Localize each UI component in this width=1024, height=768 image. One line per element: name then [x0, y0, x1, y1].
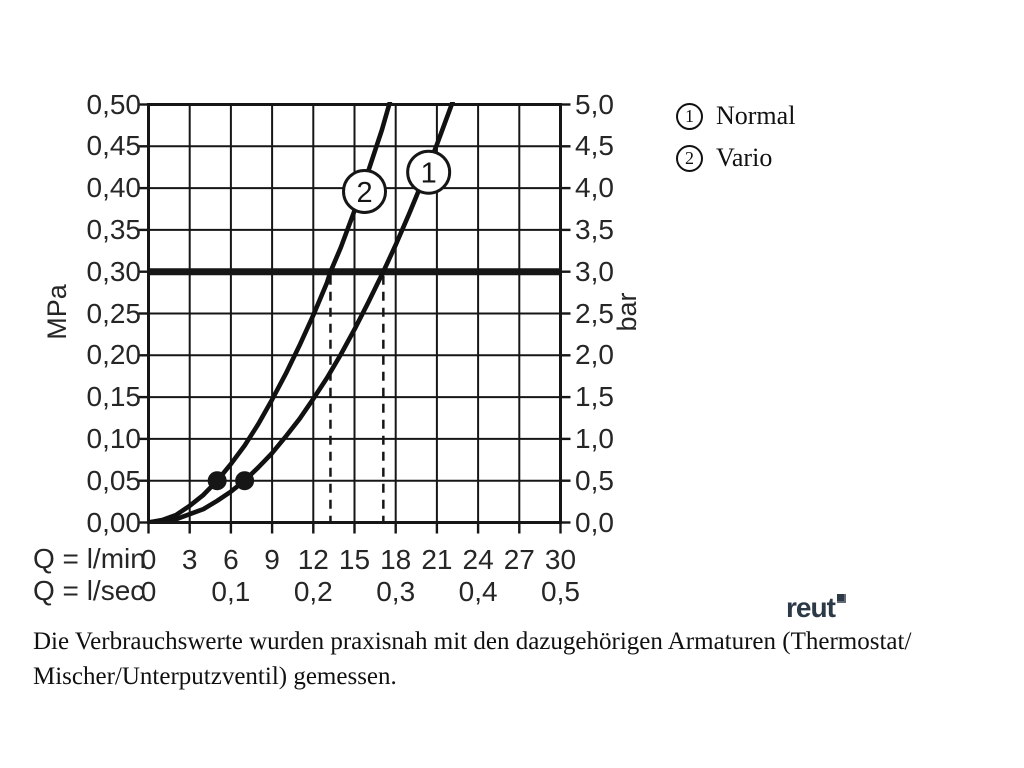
x-axis-secondary-name: Q = l/sec	[33, 575, 145, 606]
y-right-tick-label: 0,0	[575, 506, 614, 538]
curve-normal	[148, 102, 456, 523]
x-tick-label-lsec: 0,5	[541, 576, 580, 607]
y-left-tick-label: 0,25	[86, 297, 142, 329]
y-left-tick-label: 0,05	[86, 464, 142, 496]
x-tick-label-lmin: 9	[264, 544, 280, 575]
x-tick-label-lsec: 0,2	[293, 576, 333, 607]
y-right-tick-label: 0,5	[575, 464, 614, 496]
chart-legend: 1 Normal 2 Vario	[676, 101, 795, 185]
y-axis-left-title: MPa	[41, 284, 72, 340]
curve-label-number-1: 1	[421, 158, 437, 190]
y-left-tick-label: 0,45	[86, 130, 142, 162]
y-left-tick-label: 0,50	[86, 88, 142, 120]
y-right-tick-label: 3,5	[575, 213, 614, 245]
y-right-tick-label: 4,5	[575, 130, 614, 162]
y-axis-right-title: bar	[611, 292, 642, 332]
caption: Die Verbrauchswerte wurden praxisnah mit…	[33, 624, 963, 694]
x-tick-label-lmin: 24	[462, 544, 494, 575]
y-right-tick-label: 3,0	[575, 255, 614, 287]
x-tick-label-lsec: 0,4	[458, 576, 498, 607]
x-tick-label-lsec: 0,3	[376, 576, 416, 607]
x-tick-label-lmin: 21	[421, 544, 453, 575]
y-left-tick-label: 0,10	[86, 422, 142, 454]
brand-logo-text: reut	[786, 592, 836, 623]
x-tick-label-lmin: 6	[223, 544, 239, 575]
legend-circled-number-1: 1	[676, 102, 703, 130]
x-tick-label-lmin: 18	[380, 544, 412, 575]
legend-circled-number-2: 2	[676, 144, 703, 172]
caption-line-1: Die Verbrauchswerte wurden praxisnah mit…	[33, 628, 912, 655]
brand-logo: reut	[786, 592, 846, 623]
y-right-tick-label: 2,5	[575, 297, 614, 329]
axis-ticks	[138, 103, 571, 534]
legend-label-normal: Normal	[716, 101, 796, 130]
y-left-tick-label: 0,20	[86, 339, 142, 371]
grid-lines	[148, 104, 561, 523]
caption-line-2: Mischer/Unterputzventil) gemessen.	[33, 663, 397, 690]
x-tick-label-lmin: 3	[181, 544, 198, 575]
curve-label-circle-2	[342, 168, 388, 214]
curve-label-number-2: 2	[356, 177, 372, 209]
x-tick-label-lmin: 30	[544, 544, 577, 575]
logo-badge-icon	[836, 594, 846, 603]
plot-border	[147, 103, 562, 524]
y-right-tick-label: 1,0	[575, 422, 614, 454]
y-right-tick-label: 5,0	[575, 88, 614, 120]
x-axis-primary-name: Q = l/min	[33, 543, 146, 574]
curve-vario	[148, 102, 393, 523]
curve-label-circle-1	[406, 149, 452, 195]
y-right-tick-label: 4,0	[575, 172, 614, 204]
x-tick-label-lsec: 0	[140, 576, 157, 607]
x-tick-label-lsec: 0,1	[211, 576, 251, 607]
y-left-tick-label: 0,35	[86, 213, 142, 245]
x-tick-label-lmin: 27	[503, 544, 535, 575]
data-point-marker-vario	[207, 471, 227, 491]
y-left-tick-label: 0,40	[86, 172, 142, 204]
y-right-tick-label: 2,0	[575, 339, 614, 371]
y-left-tick-label: 0,00	[86, 506, 142, 538]
x-tick-label-lmin: 15	[338, 544, 371, 575]
legend-item-vario: 2 Vario	[676, 143, 795, 173]
y-left-tick-label: 0,15	[86, 381, 142, 413]
chart-plot-svg: 12	[138, 102, 571, 534]
legend-item-normal: 1 Normal	[676, 101, 795, 131]
y-right-tick-label: 1,5	[575, 381, 614, 413]
x-tick-label-lmin: 0	[140, 544, 157, 575]
legend-label-vario: Vario	[716, 143, 773, 172]
y-left-tick-label: 0,30	[86, 255, 142, 287]
data-point-marker-normal	[235, 471, 255, 491]
x-tick-label-lmin: 12	[297, 544, 329, 575]
